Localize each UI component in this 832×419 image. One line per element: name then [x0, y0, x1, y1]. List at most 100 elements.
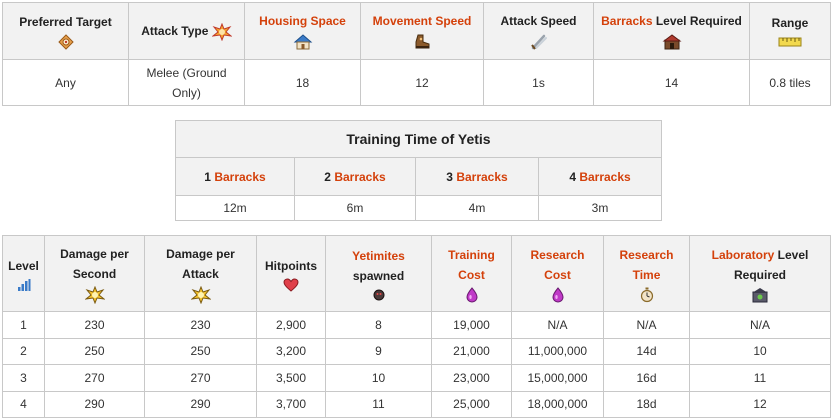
table-row: 4 290 290 3,700 11 25,000 18,000,000 18d…: [2, 390, 831, 418]
training-time-value: 3m: [537, 195, 663, 221]
lab-level-cell: 12: [689, 390, 831, 418]
heart-icon: [283, 277, 299, 292]
laboratory-link[interactable]: Laboratory: [711, 247, 775, 262]
movement-speed-value: 12: [360, 59, 484, 106]
barracks-icon: [662, 34, 681, 50]
hitpoints-cell: 2,900: [256, 311, 326, 339]
training-title-row: Training Time of Yetis: [174, 120, 663, 158]
dpa-cell: 230: [144, 311, 257, 339]
range-header: Range: [749, 2, 831, 60]
training-col-2-barracks: 2 Barracks: [294, 157, 416, 196]
attack-speed-value: 1s: [483, 59, 594, 106]
training-time-value: 12m: [175, 195, 295, 221]
hitpoints-cell: 3,200: [256, 337, 326, 365]
movement-speed-header: Movement Speed: [360, 2, 484, 60]
yetimites-link[interactable]: Yetimites: [352, 248, 405, 263]
laboratory-icon: [752, 287, 768, 302]
research-cost-link[interactable]: Research: [530, 247, 585, 262]
training-time-value: 4m: [415, 195, 539, 221]
yetimites-cell: 8: [325, 311, 432, 339]
lab-level-cell: 10: [689, 337, 831, 365]
research-cost-cell: 11,000,000: [511, 337, 604, 365]
barracks-link[interactable]: Barracks: [334, 169, 386, 184]
training-value-row: 12m 6m 4m 3m: [175, 195, 663, 221]
level-header-row: Level Damage per Second Damage per Attac…: [2, 235, 831, 312]
training-cost-cell: 19,000: [431, 311, 512, 339]
barracks-level-header: Barracks Level Required: [593, 2, 750, 60]
range-value: 0.8 tiles: [749, 59, 831, 106]
training-time-title: Training Time of Yetis: [174, 120, 663, 158]
housing-space-value: 18: [244, 59, 361, 106]
stopwatch-icon: [640, 287, 653, 302]
yetimites-cell: 11: [325, 390, 432, 418]
dps-cell: 250: [44, 337, 145, 365]
dpa-cell: 250: [144, 337, 257, 365]
elixir-drop-icon: [551, 286, 564, 303]
research-time-cell: 16d: [603, 364, 690, 392]
table-row: 1 230 230 2,900 8 19,000 N/A N/A N/A: [2, 311, 831, 339]
yetimites-cell: 10: [325, 364, 432, 392]
dpa-cell: 270: [144, 364, 257, 392]
movement-speed-link[interactable]: Movement Speed: [372, 14, 472, 28]
swords-icon: [530, 34, 547, 50]
barracks-link[interactable]: Barracks: [601, 14, 653, 28]
hitpoints-cell: 3,500: [256, 364, 326, 392]
damage-per-attack-header: Damage per Attack: [144, 235, 257, 312]
training-cost-cell: 21,000: [431, 337, 512, 365]
preferred-target-header: Preferred Target: [2, 2, 129, 60]
research-time-link[interactable]: Research: [619, 247, 674, 262]
research-cost-cell: 15,000,000: [511, 364, 604, 392]
dps-cell: 290: [44, 390, 145, 418]
attack-type-value: Melee (Ground Only): [128, 59, 245, 106]
training-cost-header: Training Cost: [431, 235, 512, 312]
training-cost-cell: 25,000: [431, 390, 512, 418]
fist-burst-icon: [210, 22, 233, 42]
training-col-1-barracks: 1 Barracks: [175, 157, 295, 196]
yetimite-icon: [373, 289, 384, 300]
hitpoints-cell: 3,700: [256, 390, 326, 418]
training-cost-link[interactable]: Training: [448, 247, 495, 262]
research-cost-header: Research Cost: [511, 235, 604, 312]
level-cell: 3: [2, 364, 45, 392]
training-cost-cell: 23,000: [431, 364, 512, 392]
attack-type-header: Attack Type: [128, 2, 245, 60]
lab-level-cell: 11: [689, 364, 831, 392]
research-time-cell: N/A: [603, 311, 690, 339]
training-col-3-barracks: 3 Barracks: [415, 157, 539, 196]
bar-chart-icon: [17, 278, 30, 291]
training-col-4-barracks: 4 Barracks: [537, 157, 663, 196]
stats-header-row: Preferred Target Attack Type Housing Spa…: [2, 2, 831, 60]
training-time-value: 6m: [294, 195, 416, 221]
dps-cell: 230: [44, 311, 145, 339]
training-time-table: Training Time of Yetis 1 Barracks 2 Barr…: [174, 120, 663, 221]
level-cell: 1: [2, 311, 45, 339]
yetimites-cell: 9: [325, 337, 432, 365]
research-time-cell: 14d: [603, 337, 690, 365]
research-cost-cell: 18,000,000: [511, 390, 604, 418]
attack-speed-header: Attack Speed: [483, 2, 594, 60]
target-crosshair-icon: [57, 34, 74, 50]
barracks-link[interactable]: Barracks: [456, 169, 508, 184]
laboratory-level-header: Laboratory Level Required: [689, 235, 831, 312]
level-stats-table: Level Damage per Second Damage per Attac…: [2, 235, 831, 418]
explosion-icon: [190, 285, 211, 304]
house-icon: [293, 34, 312, 50]
damage-per-second-header: Damage per Second: [44, 235, 145, 312]
yetimites-spawned-header: Yetimites spawned: [325, 235, 432, 312]
research-time-header: Research Time: [603, 235, 690, 312]
barracks-link[interactable]: Barracks: [214, 169, 266, 184]
level-cell: 4: [2, 390, 45, 418]
stats-value-row: Any Melee (Ground Only) 18 12 1s 14 0.8 …: [2, 59, 831, 106]
table-row: 3 270 270 3,500 10 23,000 15,000,000 16d…: [2, 364, 831, 392]
preferred-target-value: Any: [2, 59, 129, 106]
housing-space-link[interactable]: Housing Space: [259, 14, 346, 28]
running-boot-icon: [415, 34, 430, 49]
table-row: 2 250 250 3,200 9 21,000 11,000,000 14d …: [2, 337, 831, 365]
level-cell: 2: [2, 337, 45, 365]
hitpoints-header: Hitpoints: [256, 235, 326, 312]
ruler-icon: [778, 37, 802, 47]
lab-level-cell: N/A: [689, 311, 831, 339]
elixir-drop-icon: [465, 286, 478, 303]
barracks-link[interactable]: Barracks: [579, 169, 631, 184]
troop-stats-table: Preferred Target Attack Type Housing Spa…: [2, 2, 831, 106]
